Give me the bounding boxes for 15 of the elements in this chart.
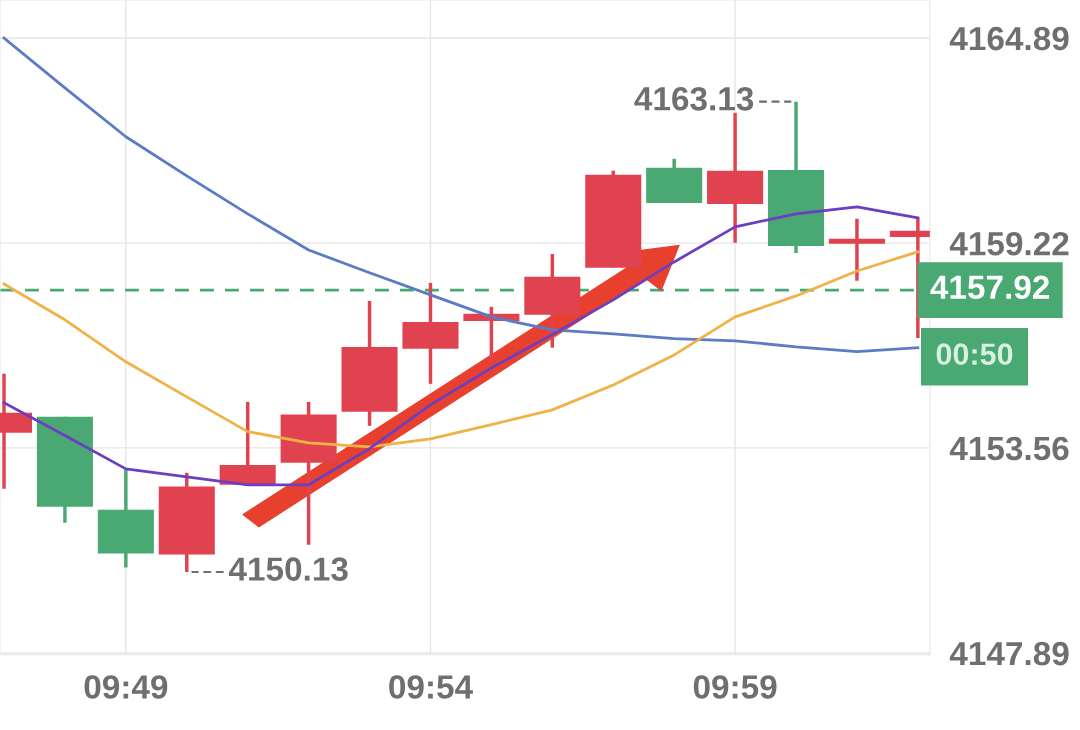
annotation: 4163.13 [634,87,754,111]
x-tick-label: 09:54 [389,675,473,699]
annotation: 4150.13 [228,557,348,581]
y-tick-label: 4147.89 [949,641,1069,666]
y-tick-label: 4153.56 [949,436,1069,461]
x-tick-label: 09:49 [84,675,168,699]
text: 00:50 [936,343,1013,366]
y-tick-label: 4164.89 [949,26,1069,51]
line-series [2,205,920,487]
y-tick-label: 4159.22 [949,231,1069,256]
ref-line-label: 4157.92 [930,275,1050,300]
x-tick-label: 09:59 [693,675,777,699]
line-series [2,36,920,354]
candlestick [828,217,885,281]
line-series [2,250,920,449]
